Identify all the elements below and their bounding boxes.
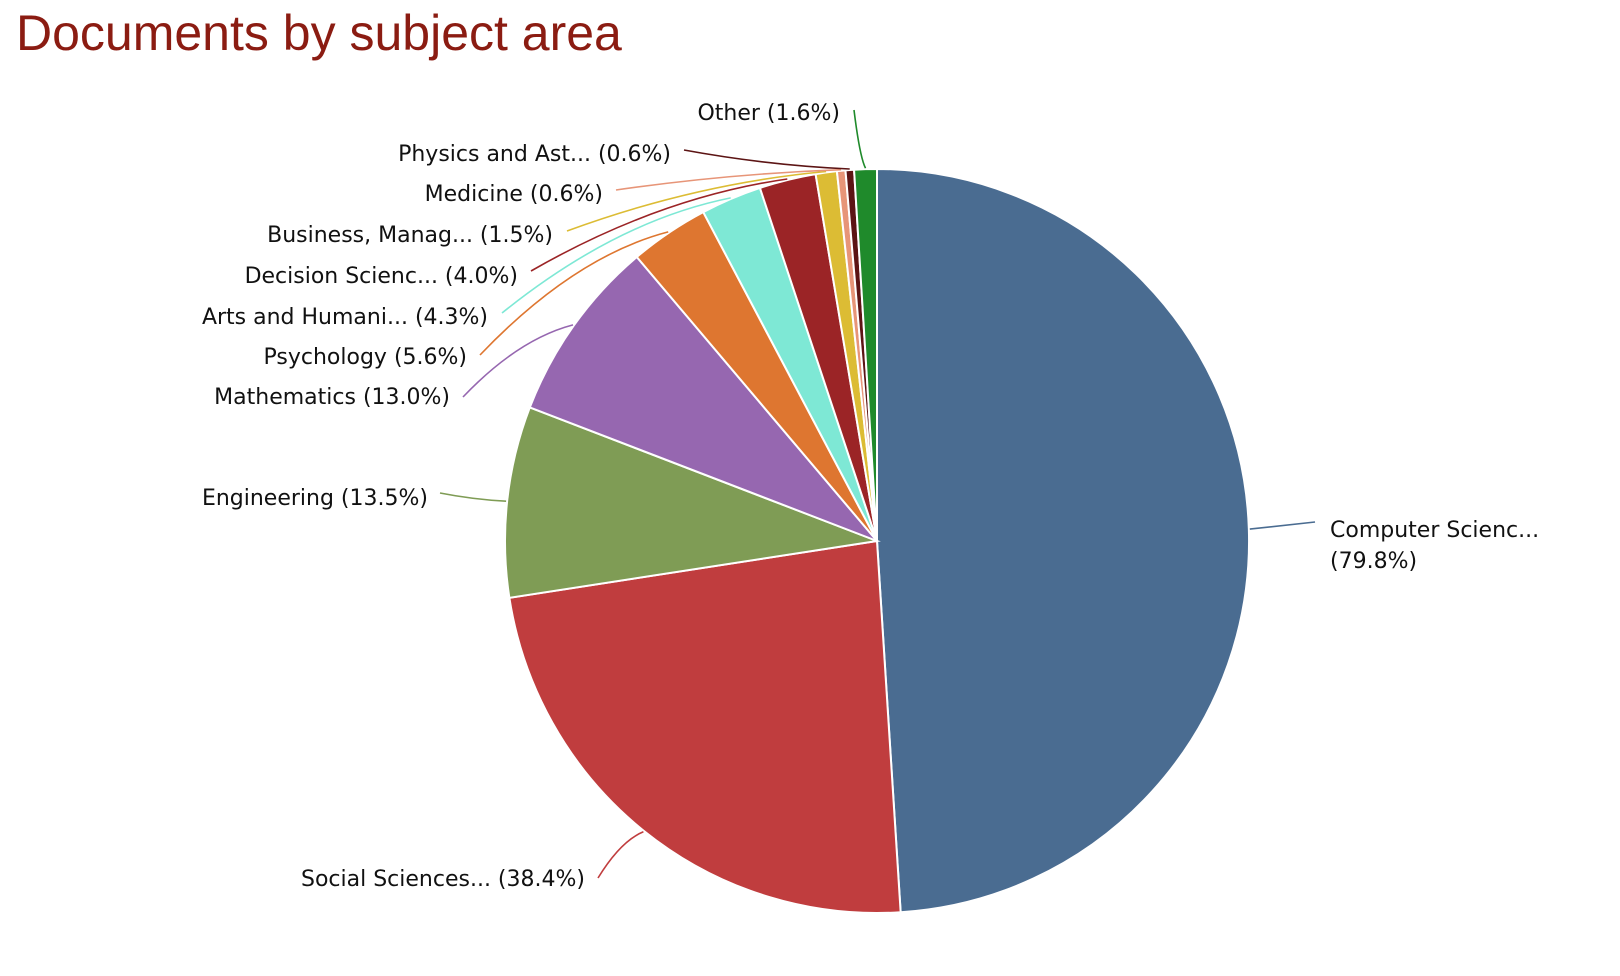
- slice-label-8: Business, Manag... (1.5%): [267, 223, 553, 248]
- pie-slices: [504, 167, 1251, 914]
- leader-line-7: [530, 178, 788, 272]
- slice-label-6: Arts and Humani... (4.3%): [202, 305, 488, 330]
- leader-line-4: [462, 324, 574, 398]
- leader-line-3: [439, 492, 507, 502]
- slice-label-4: Mathematics (13.0%): [214, 385, 450, 410]
- leader-line-8: [566, 170, 827, 232]
- slice-label-9: Medicine (0.6%): [425, 182, 603, 207]
- leader-line-10: [683, 149, 850, 170]
- leader-lines: [439, 109, 1316, 879]
- slice-label-name: Computer Scienc...: [1330, 518, 1539, 543]
- slice-label-1: Computer Scienc... (79.8%): [1330, 518, 1539, 574]
- slice-label-10: Physics and Ast... (0.6%): [398, 142, 671, 167]
- leader-line-9: [615, 168, 842, 191]
- slice-label-pct: (79.8%): [1330, 549, 1417, 574]
- leader-line-6: [501, 197, 731, 314]
- slice-labels: Computer Scienc... (79.8%) Social Sciences…: [202, 101, 1539, 892]
- slice-label-7: Decision Scienc... (4.0%): [245, 264, 518, 289]
- leader-line-2: [597, 831, 644, 879]
- leader-line-1: [1249, 521, 1316, 530]
- leader-line-5: [479, 231, 669, 356]
- leader-line-11: [853, 109, 867, 169]
- pie-slice-1[interactable]: [876, 167, 1251, 914]
- chart-title: Documents by subject area: [16, 5, 622, 61]
- pie-slice-11[interactable]: [853, 167, 878, 542]
- slice-label-11: Other (1.6%): [697, 101, 840, 126]
- pie-slice-2[interactable]: [508, 539, 902, 914]
- slice-label-3: Engineering (13.5%): [202, 486, 428, 511]
- pie-slice-4[interactable]: [528, 255, 878, 542]
- slice-label-2: Social Sciences... (38.4%): [301, 867, 585, 892]
- slice-label-5: Psychology (5.6%): [264, 345, 467, 370]
- pie-slice-3[interactable]: [504, 406, 881, 599]
